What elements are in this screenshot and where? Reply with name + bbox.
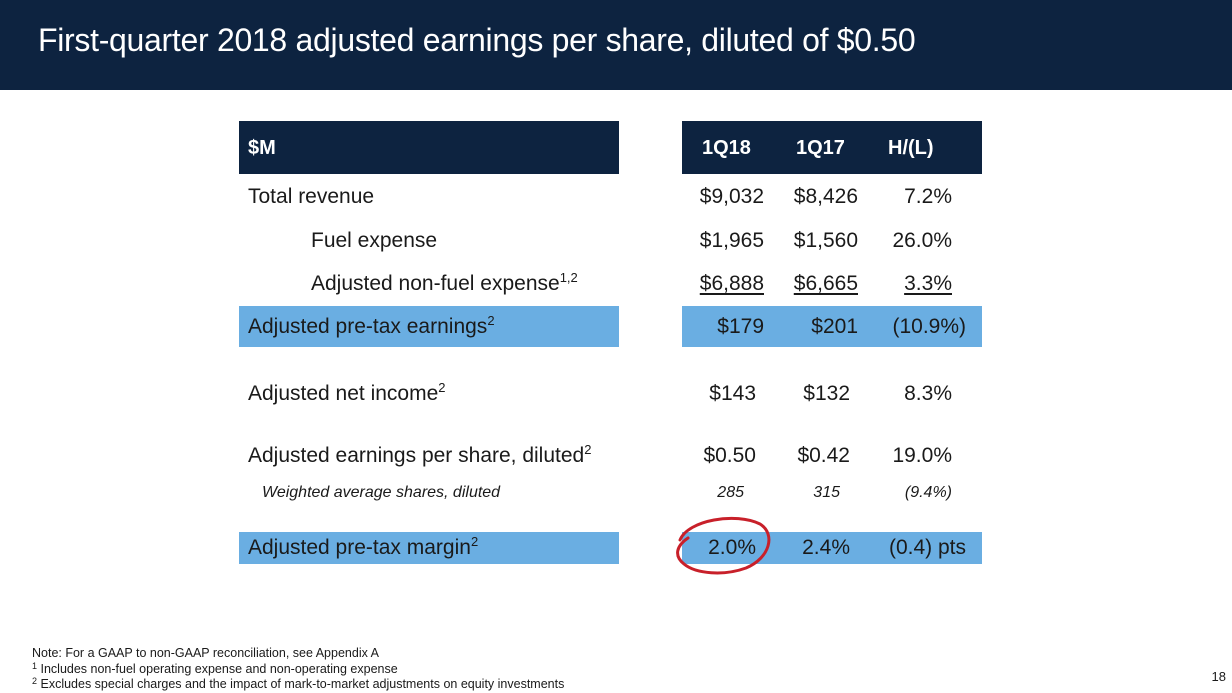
value-hl-total-revenue: 7.2% <box>904 185 952 208</box>
value-hl-pretax-earnings: (10.9%) <box>892 315 966 338</box>
value-1q18-weighted-shares: 285 <box>717 484 744 501</box>
value-1q17-fuel-expense: $1,560 <box>793 229 858 252</box>
highlight-pretax-earnings-label <box>239 306 619 347</box>
value-1q17-non-fuel-expense: $6,665 <box>776 272 858 296</box>
highlight-pretax-margin-values <box>682 532 982 564</box>
value-text: $6,888 <box>699 272 764 295</box>
value-hl-eps-diluted: 19.0% <box>892 444 952 467</box>
value-hl-pretax-margin: (0.4) pts <box>888 536 966 559</box>
header-hl: H/(L) <box>888 137 934 159</box>
header-values-cell: 1Q18 1Q17 H/(L) <box>682 121 982 174</box>
value-1q18-fuel-expense: $1,965 <box>699 229 764 252</box>
value-1q18-non-fuel-expense: $6,888 <box>682 272 764 296</box>
row-label-pretax-earnings: Adjusted pre-tax earnings2 <box>248 313 495 339</box>
value-1q18-total-revenue: $9,032 <box>699 185 764 208</box>
value-1q18-pretax-earnings: $179 <box>717 315 764 338</box>
value-hl-fuel-expense: 26.0% <box>892 229 952 252</box>
header-label-cell: $M <box>239 121 619 174</box>
footnote-1-mark: 1 <box>32 661 38 671</box>
value-1q17-pretax-earnings: $201 <box>811 315 858 338</box>
footnote-ref: 2 <box>438 380 446 395</box>
value-1q18-net-income: $143 <box>709 382 756 405</box>
row-text-pretax-earnings: Adjusted pre-tax earnings <box>248 315 488 338</box>
footnote-ref: 2 <box>487 313 495 328</box>
footnote-1-text: Includes non-fuel operating expense and … <box>37 662 398 676</box>
annotation-circle <box>676 516 771 575</box>
footnote-2-text: Excludes special charges and the impact … <box>37 677 565 691</box>
value-1q17-eps-diluted: $0.42 <box>797 444 850 467</box>
row-label-non-fuel-expense: Adjusted non-fuel expense1,2 <box>311 270 578 296</box>
row-label-fuel-expense: Fuel expense <box>311 229 438 252</box>
row-text-eps-diluted: Adjusted earnings per share, diluted <box>248 444 585 467</box>
row-label-total-revenue: Total revenue <box>248 185 375 208</box>
value-1q17-total-revenue: $8,426 <box>793 185 858 208</box>
footnote-ref: 1,2 <box>559 270 578 285</box>
value-text: 3.3% <box>904 272 952 295</box>
footnote-2-mark: 2 <box>32 676 38 686</box>
note-text: Note: For a GAAP to non-GAAP reconciliat… <box>32 646 379 660</box>
header-label: $M <box>248 137 276 159</box>
row-label-eps-diluted: Adjusted earnings per share, diluted2 <box>248 442 592 468</box>
row-text-pretax-margin: Adjusted pre-tax margin <box>248 536 471 559</box>
row-label-pretax-margin: Adjusted pre-tax margin2 <box>248 534 479 560</box>
highlight-pretax-margin-label <box>239 532 619 564</box>
title-bar: First-quarter 2018 adjusted earnings per… <box>0 0 1232 90</box>
value-1q17-pretax-margin: 2.4% <box>802 536 850 559</box>
page-number: 18 <box>1211 669 1226 684</box>
value-text: $6,665 <box>793 272 858 295</box>
footnote-ref: 2 <box>470 534 479 549</box>
row-label-net-income: Adjusted net income2 <box>248 380 446 406</box>
value-hl-non-fuel-expense: 3.3% <box>870 272 952 296</box>
page-title: First-quarter 2018 adjusted earnings per… <box>38 22 916 58</box>
value-1q17-net-income: $132 <box>803 382 850 405</box>
value-hl-weighted-shares: (9.4%) <box>904 484 952 501</box>
highlight-pretax-earnings-values <box>682 306 982 347</box>
header-1q17: 1Q17 <box>796 137 845 159</box>
footnote-ref: 2 <box>584 442 592 457</box>
header-1q18: 1Q18 <box>702 137 751 159</box>
row-text-net-income: Adjusted net income <box>248 382 439 405</box>
value-1q17-weighted-shares: 315 <box>813 484 840 501</box>
footnote-1: 1 Includes non-fuel operating expense an… <box>32 661 398 677</box>
footnote-2: 2 Excludes special charges and the impac… <box>32 676 565 692</box>
row-text-non-fuel-expense: Adjusted non-fuel expense <box>311 272 560 295</box>
value-hl-net-income: 8.3% <box>904 382 952 405</box>
row-label-weighted-shares: Weighted average shares, diluted <box>262 484 501 501</box>
value-1q18-pretax-margin: 2.0% <box>708 536 756 559</box>
value-1q18-eps-diluted: $0.50 <box>703 444 756 467</box>
